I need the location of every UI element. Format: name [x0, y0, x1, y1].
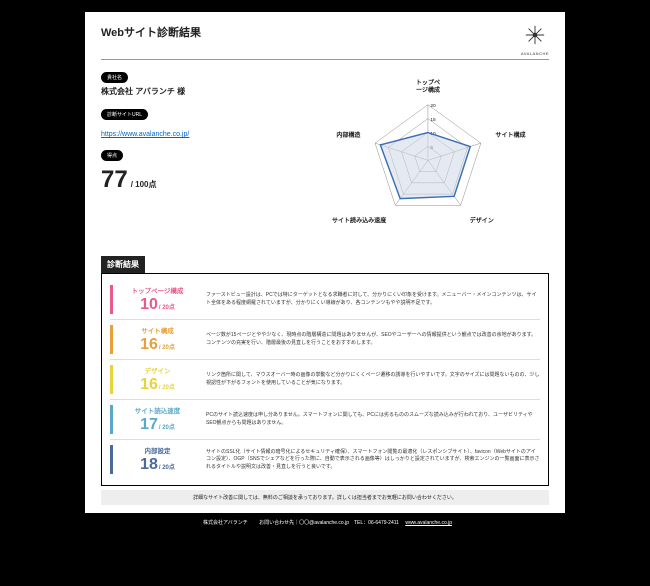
category-score-max: / 20点: [159, 382, 175, 391]
results-section: 診断結果 トップページ構成10/ 20点ファーストビュー設計は、PCでは特にター…: [101, 252, 549, 486]
result-row: デザイン16/ 20点リンク箇所に関して、マウスオーバー時の画像の挙動など分かり…: [110, 360, 540, 400]
score-max: / 100点: [131, 179, 157, 190]
footer-note: 詳細なサイト改善に関しては、無料のご相談を承っております。詳しくは担当者までお気…: [101, 490, 549, 505]
brand-logo: AVALANCHE: [521, 24, 549, 56]
snowflake-icon: [524, 24, 546, 46]
category-score-value: 18: [140, 456, 158, 474]
category-name: 内部設定: [117, 445, 198, 455]
category-cell: サイト読込速度17/ 20点: [110, 405, 198, 434]
category-score: 10/ 20点: [117, 296, 198, 314]
document-page: Webサイト診断結果 AVALANCHE 貴社名 株式会社 アバランチ 様 診断…: [85, 12, 565, 513]
category-score-max: / 20点: [159, 422, 175, 431]
svg-text:内部構造: 内部構造: [336, 131, 361, 139]
category-score: 16/ 20点: [117, 336, 198, 354]
svg-text:ージ構成: ージ構成: [416, 86, 440, 94]
category-score: 16/ 20点: [117, 376, 198, 394]
category-name: サイト構成: [117, 325, 198, 335]
company-label: 貴社名: [101, 72, 128, 83]
info-column: 貴社名 株式会社 アバランチ 様 診断サイトURL https://www.av…: [101, 66, 307, 252]
doc-footer: 株式会社アバランチ お問い合わせ先｜〇〇@avalanche.co.jp TEL…: [85, 513, 565, 532]
svg-text:サイト構成: サイト構成: [495, 131, 525, 139]
page-title: Webサイト診断結果: [101, 24, 201, 40]
result-row: トップページ構成10/ 20点ファーストビュー設計は、PCでは特にターゲットとな…: [110, 280, 540, 320]
category-score-max: / 20点: [159, 302, 175, 311]
category-score: 18/ 20点: [117, 456, 198, 474]
radar-chart: 5101520トップページ構成サイト構成デザインサイト読み込み速度内部構造: [307, 66, 549, 252]
svg-text:サイト読み込み速度: サイト読み込み速度: [332, 217, 387, 225]
score-value: 77: [101, 166, 128, 194]
category-desc: ファーストビュー設計は、PCでは特にターゲットとなる求職者に対して、分かりにくい…: [198, 285, 540, 314]
category-desc: ページ数が15ページとやや少なく、現時点の階層構造に問題はありませんが、SEOや…: [198, 325, 540, 354]
site-url-link[interactable]: https://www.avalanche.co.jp/: [101, 131, 189, 138]
result-row: 内部設定18/ 20点サイトのSSL化（サイト情報の暗号化によるセキュリティ確保…: [110, 440, 540, 479]
brand-name: AVALANCHE: [521, 51, 549, 56]
footer-company: 株式会社アバランチ: [203, 520, 248, 526]
category-desc: リンク箇所に関して、マウスオーバー時の画像の挙動など分かりにくくページ遷移の誘導…: [198, 365, 540, 394]
category-score-value: 16: [140, 376, 158, 394]
category-score-value: 16: [140, 336, 158, 354]
category-score-value: 10: [140, 296, 158, 314]
category-score: 17/ 20点: [117, 416, 198, 434]
category-score-max: / 20点: [159, 342, 175, 351]
score-label: 得点: [101, 150, 123, 161]
company-name: 株式会社 アバランチ 様: [101, 86, 307, 97]
footer-contact: お問い合わせ先｜〇〇@avalanche.co.jp TEL：06-6479-2…: [259, 520, 399, 526]
category-name: サイト読込速度: [117, 405, 198, 415]
result-row: サイト読込速度17/ 20点PCのサイト読込速度は申し分ありません。スマートフォ…: [110, 400, 540, 440]
header: Webサイト診断結果 AVALANCHE: [101, 24, 549, 60]
category-score-value: 17: [140, 416, 158, 434]
category-name: デザイン: [117, 365, 198, 375]
svg-text:20: 20: [430, 103, 436, 109]
category-cell: トップページ構成10/ 20点: [110, 285, 198, 314]
total-score: 77 / 100点: [101, 166, 307, 194]
footer-site-link[interactable]: www.avalanche.co.jp: [405, 520, 452, 526]
category-cell: サイト構成16/ 20点: [110, 325, 198, 354]
summary-area: 貴社名 株式会社 アバランチ 様 診断サイトURL https://www.av…: [101, 66, 549, 252]
category-score-max: / 20点: [159, 462, 175, 471]
results-box: トップページ構成10/ 20点ファーストビュー設計は、PCでは特にターゲットとな…: [101, 273, 549, 486]
svg-text:15: 15: [430, 117, 436, 123]
svg-text:デザイン: デザイン: [470, 217, 494, 225]
category-cell: 内部設定18/ 20点: [110, 445, 198, 474]
category-desc: PCのサイト読込速度は申し分ありません。スマートフォンに関しても、PCには劣るも…: [198, 405, 540, 434]
category-desc: サイトのSSL化（サイト情報の暗号化によるセキュリティ確保）、スマートフォン閲覧…: [198, 445, 540, 474]
url-label: 診断サイトURL: [101, 109, 148, 120]
category-cell: デザイン16/ 20点: [110, 365, 198, 394]
svg-text:トップペ: トップペ: [416, 79, 440, 87]
category-name: トップページ構成: [117, 285, 198, 295]
results-header: 診断結果: [101, 256, 145, 273]
result-row: サイト構成16/ 20点ページ数が15ページとやや少なく、現時点の階層構造に問題…: [110, 320, 540, 360]
